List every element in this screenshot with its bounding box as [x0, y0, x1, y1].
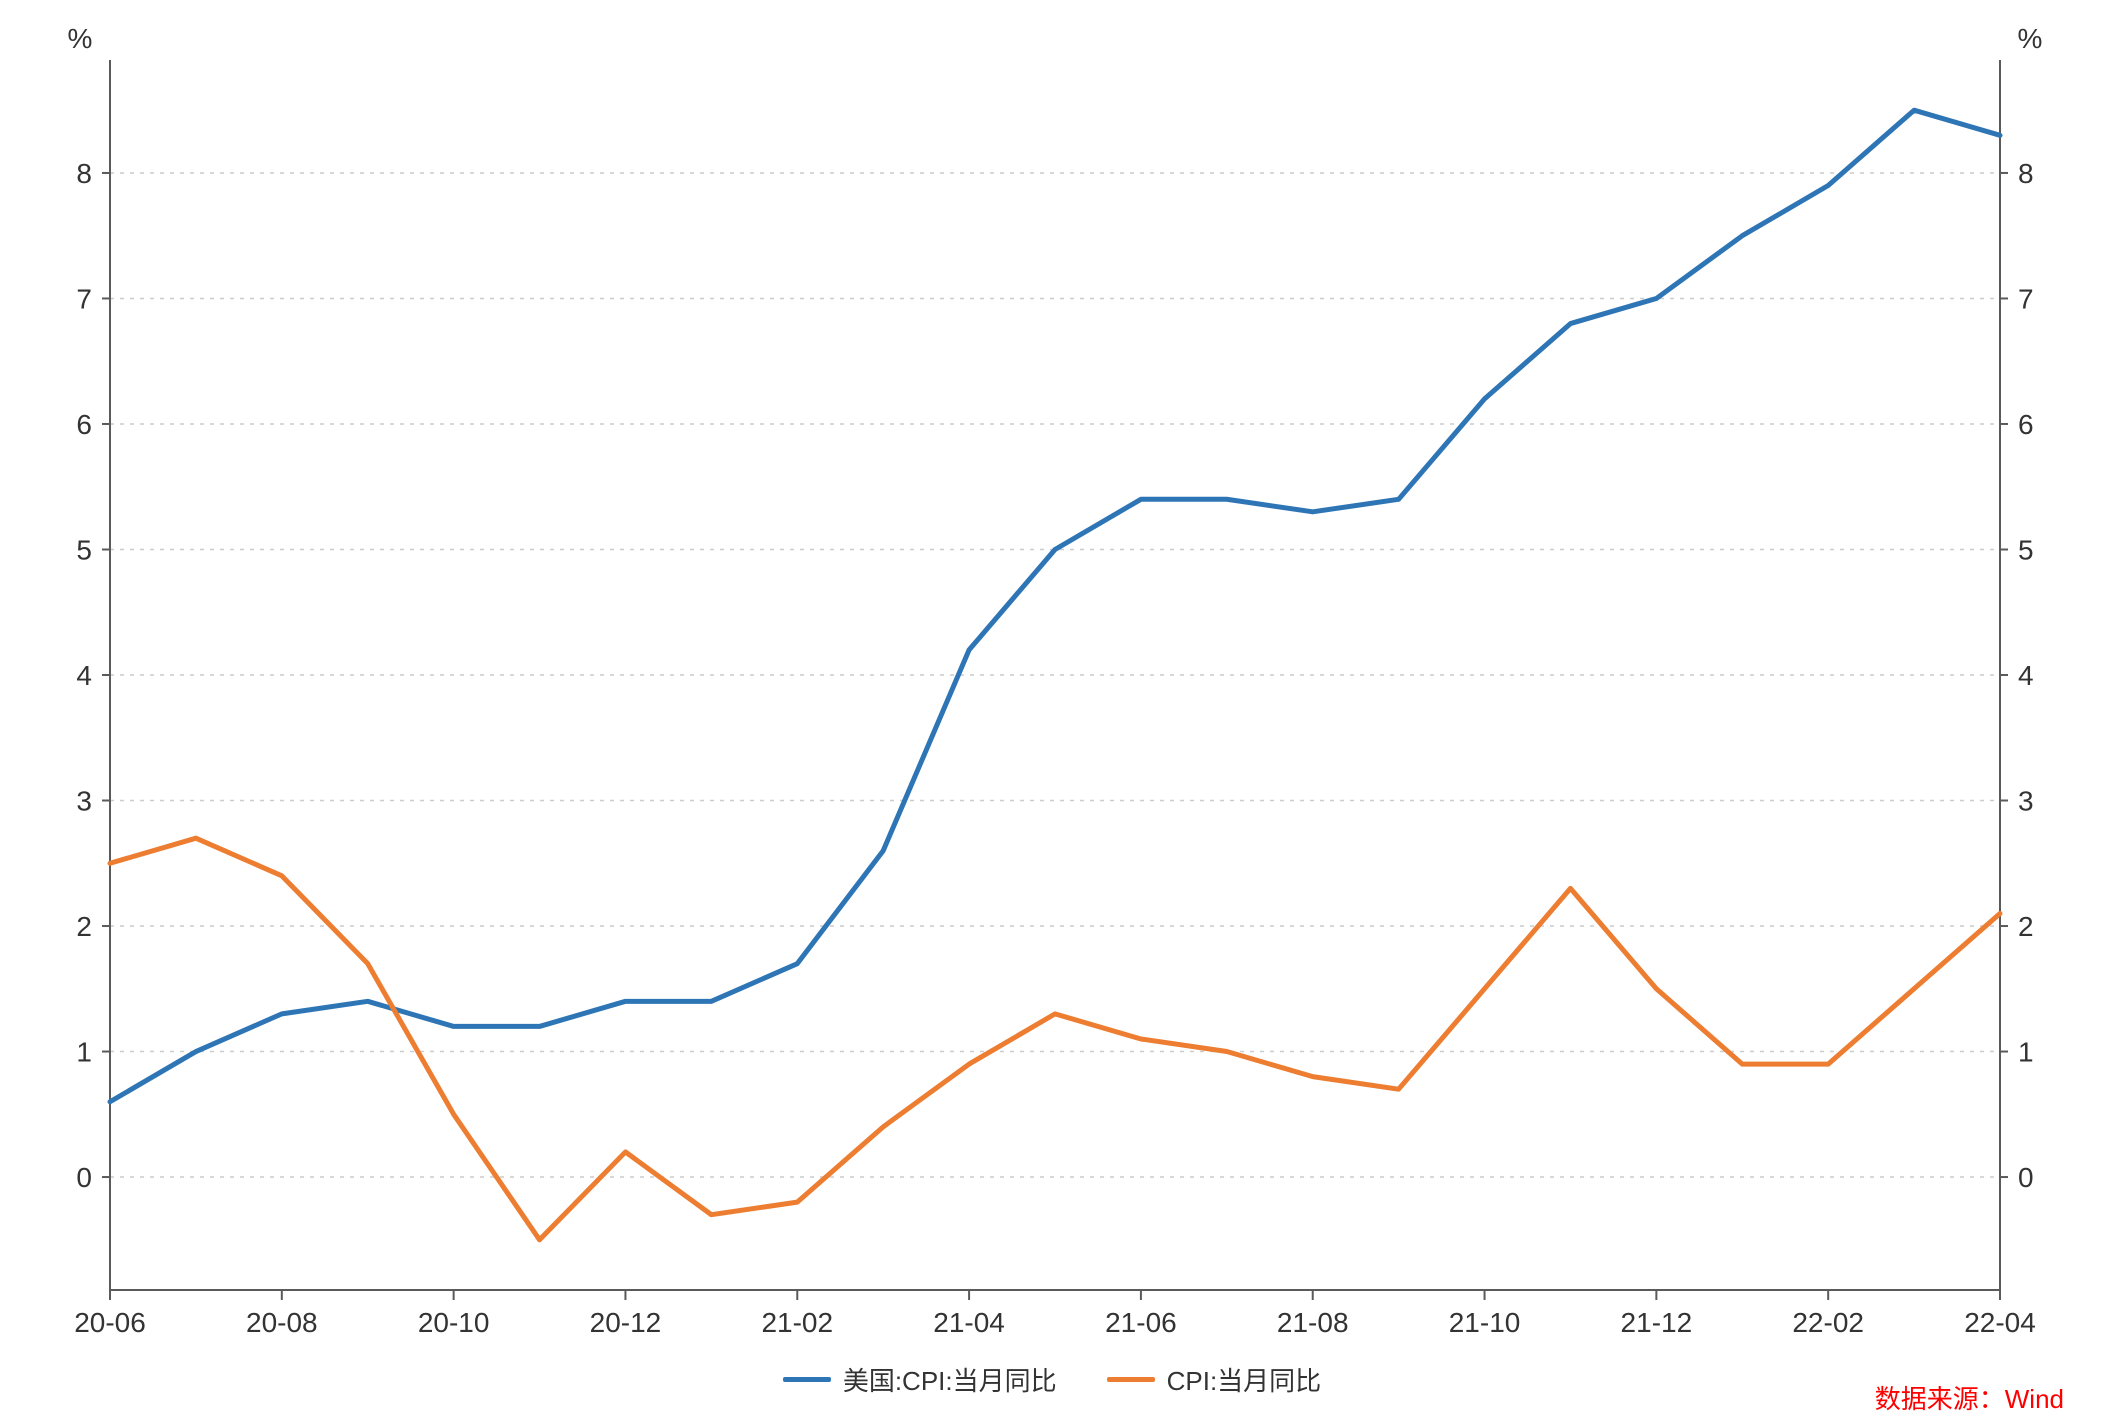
y-tick-right: 6 — [2018, 409, 2034, 440]
legend-item-us-cpi: 美国:CPI:当月同比 — [783, 1361, 1057, 1398]
legend-label-1: CPI:当月同比 — [1167, 1361, 1322, 1398]
x-tick: 22-02 — [1792, 1307, 1864, 1338]
y-tick-left: 7 — [76, 283, 92, 314]
y-tick-right: 1 — [2018, 1037, 2034, 1068]
x-tick: 21-06 — [1105, 1307, 1177, 1338]
y-tick-left: 3 — [76, 786, 92, 817]
y-tick-right: 3 — [2018, 786, 2034, 817]
y-tick-right: 2 — [2018, 911, 2034, 942]
data-source-label: 数据来源：Wind — [1875, 1379, 2064, 1416]
legend-label-0: 美国:CPI:当月同比 — [843, 1361, 1057, 1398]
y-tick-right: 4 — [2018, 660, 2034, 691]
x-tick: 21-08 — [1277, 1307, 1349, 1338]
x-tick: 21-12 — [1621, 1307, 1693, 1338]
legend-swatch-1 — [1107, 1377, 1155, 1382]
x-tick: 20-12 — [590, 1307, 662, 1338]
y-tick-left: 0 — [76, 1162, 92, 1193]
x-tick: 21-02 — [761, 1307, 833, 1338]
chart-svg: 0 0 1 1 2 2 3 3 4 4 5 5 6 6 7 7 8 8%% 20-06 20-08 20-10 20-12… — [0, 0, 2104, 1426]
y-tick-left: 6 — [76, 409, 92, 440]
legend: 美国:CPI:当月同比 CPI:当月同比 — [0, 1361, 2104, 1398]
unit-right: % — [2018, 23, 2043, 54]
y-tick-left: 4 — [76, 660, 92, 691]
y-tick-left: 2 — [76, 911, 92, 942]
unit-left: % — [68, 23, 93, 54]
x-tick: 20-08 — [246, 1307, 318, 1338]
legend-item-cn-cpi: CPI:当月同比 — [1107, 1361, 1322, 1398]
y-tick-right: 8 — [2018, 158, 2034, 189]
y-tick-left: 8 — [76, 158, 92, 189]
y-tick-right: 7 — [2018, 283, 2034, 314]
y-tick-left: 1 — [76, 1037, 92, 1068]
x-tick: 20-10 — [418, 1307, 490, 1338]
legend-swatch-0 — [783, 1377, 831, 1382]
y-tick-right: 5 — [2018, 534, 2034, 565]
x-tick: 21-10 — [1449, 1307, 1521, 1338]
x-tick: 22-04 — [1964, 1307, 2036, 1338]
y-tick-left: 5 — [76, 534, 92, 565]
y-tick-right: 0 — [2018, 1162, 2034, 1193]
x-tick: 20-06 — [74, 1307, 146, 1338]
cpi-line-chart: 0 0 1 1 2 2 3 3 4 4 5 5 6 6 7 7 8 8%% 20-06 20-08 20-10 20-12… — [0, 0, 2104, 1426]
x-tick: 21-04 — [933, 1307, 1005, 1338]
